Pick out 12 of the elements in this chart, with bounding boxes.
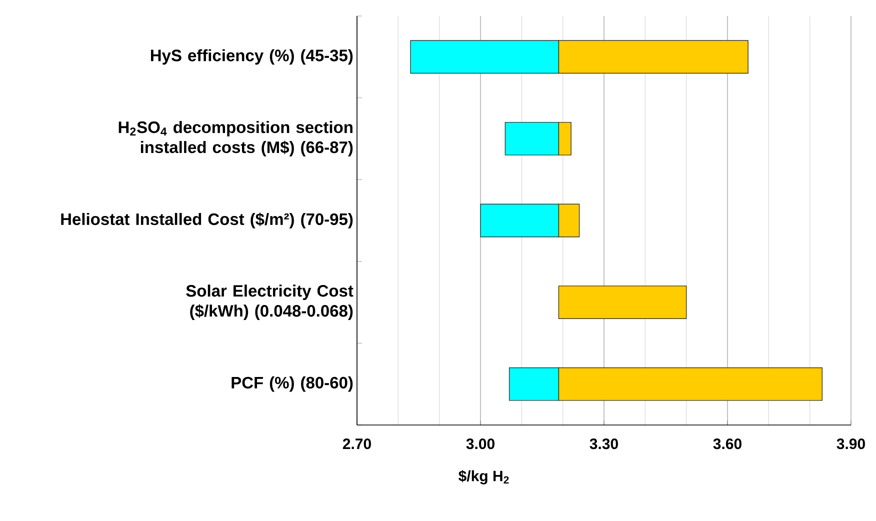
x-tick-label: 3.90 — [836, 438, 865, 450]
x-axis-title: $/kg H$_{2}$ — [458, 470, 509, 484]
y-tick-label: Solar Electricity Cost ($/kWh) (0.048-0.068) — [186, 284, 354, 320]
y-tick-label: HyS efficiency (%) (45-35) — [151, 49, 353, 65]
x-tick-label: 3.00 — [466, 438, 494, 450]
x-tick-label: 3.30 — [590, 438, 618, 450]
y-tick-label: Heliostat Installed Cost ($/m²) (70-95) — [61, 212, 353, 228]
y-tick-label: PCF (%) (80-60) — [232, 376, 353, 392]
x-tick-label: 2.70 — [342, 438, 371, 450]
y-tick-label: H$_{2}$SO$_{4}$ decomposition section installed costs (M$) (66-87) — [118, 121, 353, 156]
x-tick-label: 3.60 — [713, 438, 742, 450]
bar — [558, 286, 687, 319]
